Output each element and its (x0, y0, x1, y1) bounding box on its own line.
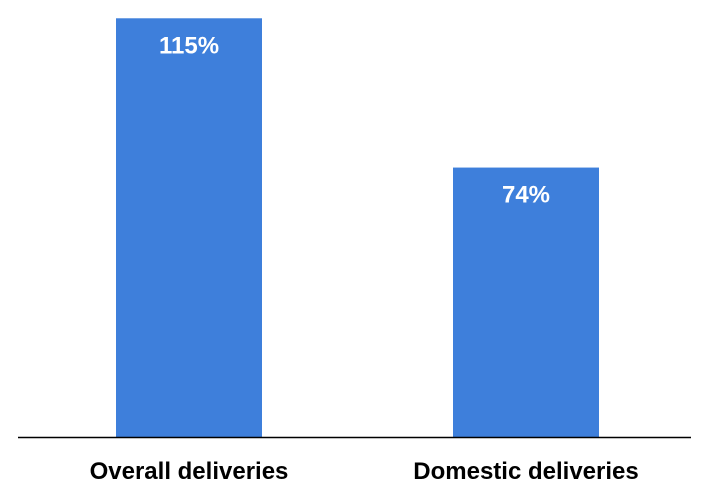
x-tick-labels-group: Overall deliveries Domestic deliveries (90, 458, 639, 485)
bar-1 (453, 167, 599, 438)
data-labels-group: 115% 74% (159, 32, 550, 208)
bar-0 (116, 18, 262, 438)
x-tick-label-1: Domestic deliveries (413, 458, 638, 485)
bars-group (116, 18, 599, 438)
x-tick-label-0: Overall deliveries (90, 458, 289, 485)
data-label-0: 115% (159, 32, 219, 59)
data-label-1: 74% (502, 182, 550, 209)
